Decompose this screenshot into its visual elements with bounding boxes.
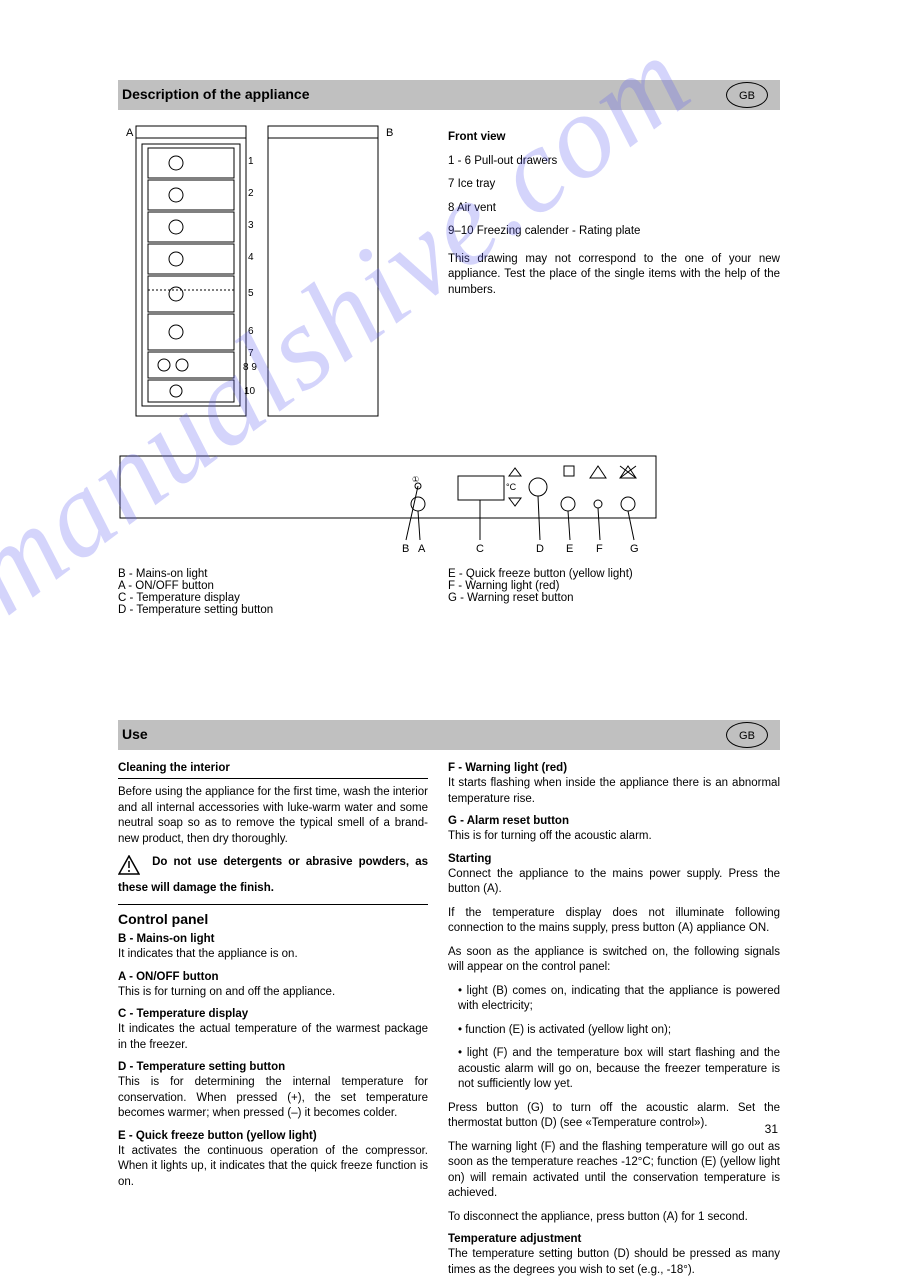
warn-text: Do not use detergents or abrasive powder… [118, 856, 428, 894]
sp-start6: To disconnect the appliance, press butto… [448, 1210, 780, 1226]
svg-text:G: G [630, 543, 639, 555]
warn-block: Do not use detergents or abrasive powder… [118, 855, 428, 896]
li2: • function (E) is activated (yellow ligh… [448, 1023, 780, 1039]
panel-desc-right: E - Quick freeze button (yellow light) F… [448, 568, 780, 604]
fv-head: Front view [448, 130, 780, 146]
sp-a: This is for turning on and off the appli… [118, 985, 428, 1001]
svg-text:C: C [476, 543, 484, 555]
page-number: 31 [765, 1122, 778, 1136]
svg-text:5: 5 [248, 288, 254, 299]
use-left: Cleaning the interior Before using the a… [118, 762, 428, 1198]
pd-E: E - Quick freeze button (yellow light) [448, 568, 780, 580]
sp-g: This is for turning off the acoustic ala… [448, 829, 780, 845]
sp-b: It indicates that the appliance is on. [118, 947, 428, 963]
p-cleaning: Before using the appliance for the first… [118, 785, 428, 847]
h-controlpanel: Control panel [118, 911, 428, 927]
sh-e: E - Quick freeze button (yellow light) [118, 1130, 428, 1142]
sh-g: G - Alarm reset button [448, 815, 780, 827]
svg-text:B: B [386, 127, 393, 139]
section1-title: Description of the appliance [122, 86, 309, 102]
h-cleaning: Cleaning the interior [118, 762, 428, 774]
section2-title: Use [122, 726, 148, 742]
sp-temp: The temperature setting button (D) shoul… [448, 1247, 780, 1278]
lang-badge-1: GB [726, 82, 768, 108]
fv-note: This drawing may not correspond to the o… [448, 252, 780, 299]
pd-C: C - Temperature display [118, 592, 448, 604]
lang-badge-2: GB [726, 722, 768, 748]
fv-item-1: 1 - 6 Pull-out drawers [448, 154, 780, 170]
sh-a: A - ON/OFF button [118, 971, 428, 983]
control-panel-diagram: ① °C [118, 454, 658, 544]
sp-start5: The warning light (F) and the flashing t… [448, 1140, 780, 1202]
sh-d: D - Temperature setting button [118, 1061, 428, 1073]
svg-text:A: A [418, 543, 426, 555]
svg-text:4: 4 [248, 252, 254, 263]
panel-desc-left: B - Mains-on light A - ON/OFF button C -… [118, 568, 448, 616]
pd-F: F - Warning light (red) [448, 580, 780, 592]
pd-A: A - ON/OFF button [118, 580, 448, 592]
sp-start4: Press button (G) to turn off the acousti… [448, 1101, 780, 1132]
svg-text:3: 3 [248, 220, 254, 231]
li1-text: light (B) comes on, indicating that the … [458, 985, 780, 1013]
li3: • light (F) and the temperature box will… [448, 1046, 780, 1093]
li2-text: function (E) is activated (yellow light … [465, 1024, 671, 1036]
pd-D: D - Temperature setting button [118, 604, 448, 616]
li1: • light (B) comes on, indicating that th… [448, 984, 780, 1015]
svg-text:6: 6 [248, 326, 254, 337]
svg-text:①: ① [412, 475, 419, 484]
svg-text:B: B [402, 543, 409, 555]
svg-text:D: D [536, 543, 544, 555]
sh-temp: Temperature adjustment [448, 1233, 780, 1245]
svg-text:A: A [126, 127, 134, 139]
sp-f: It starts flashing when inside the appli… [448, 776, 780, 807]
fv-item-8: 8 Air vent [448, 201, 780, 217]
sh-c: C - Temperature display [118, 1008, 428, 1020]
svg-text:7: 7 [248, 348, 254, 359]
sp-start2: If the temperature display does not illu… [448, 906, 780, 937]
section-bar-1: Description of the appliance GB [118, 80, 780, 110]
svg-text:1: 1 [248, 156, 254, 167]
sh-b: B - Mains-on light [118, 933, 428, 945]
pd-G: G - Warning reset button [448, 592, 780, 604]
use-right: F - Warning light (red) It starts flashi… [448, 762, 780, 1286]
sp-d: This is for determining the internal tem… [118, 1075, 428, 1122]
svg-text:°C: °C [506, 482, 517, 492]
section-bar-2: Use GB [118, 720, 780, 750]
appliance-diagram: A 1 2 3 4 5 6 7 8 9 10 B [118, 118, 398, 434]
li3-text: light (F) and the temperature box will s… [458, 1047, 780, 1090]
pd-B: B - Mains-on light [118, 568, 448, 580]
sh-f: F - Warning light (red) [448, 762, 780, 774]
sp-start3: As soon as the appliance is switched on,… [448, 945, 780, 976]
sp-c: It indicates the actual temperature of t… [118, 1022, 428, 1053]
sp-start1: Connect the appliance to the mains power… [448, 867, 780, 898]
svg-text:F: F [596, 543, 603, 555]
front-view-text: Front view 1 - 6 Pull-out drawers 7 Ice … [448, 130, 780, 306]
sh-start: Starting [448, 853, 780, 865]
svg-text:10: 10 [244, 386, 256, 397]
svg-text:8 9: 8 9 [243, 362, 257, 373]
fv-item-7: 7 Ice tray [448, 177, 780, 193]
svg-text:E: E [566, 543, 573, 555]
warning-icon [118, 855, 140, 881]
fv-item-9: 9–10 Freezing calender - Rating plate [448, 224, 780, 240]
sp-e: It activates the continuous operation of… [118, 1144, 428, 1191]
svg-text:2: 2 [248, 188, 254, 199]
